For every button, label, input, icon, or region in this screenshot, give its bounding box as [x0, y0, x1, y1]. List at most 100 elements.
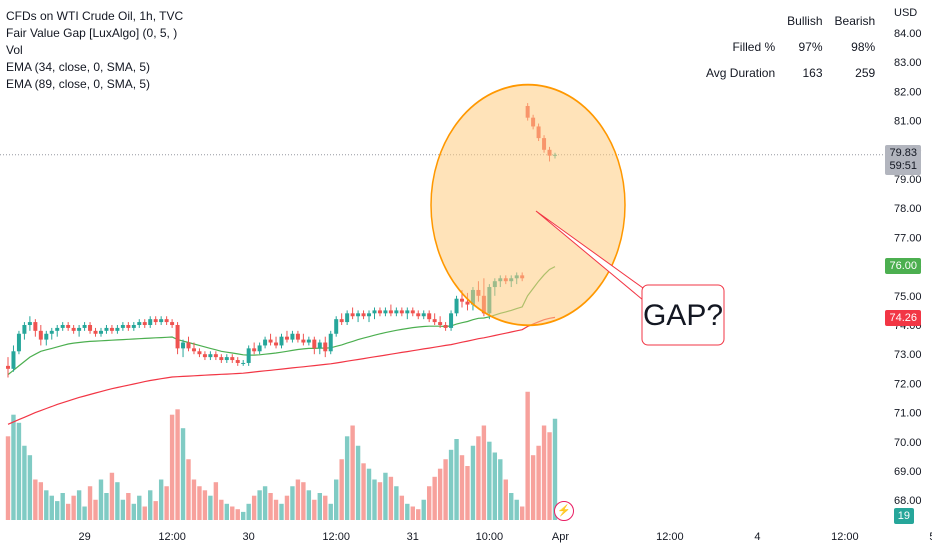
candle-body	[27, 322, 32, 325]
volume-bar	[394, 486, 399, 520]
volume-bar	[492, 452, 498, 520]
candle-body	[109, 327, 114, 331]
candle-body	[328, 333, 333, 352]
candle-body	[88, 325, 93, 331]
volume-bar	[498, 459, 503, 520]
price-tick-label: 69.00	[894, 466, 922, 478]
candle-body	[115, 327, 120, 331]
volume-bar	[137, 495, 142, 520]
candle-body	[306, 339, 311, 343]
volume-bar	[55, 501, 60, 520]
volume-bar	[71, 495, 76, 520]
volume-bar	[317, 493, 322, 520]
price-tick-label: 83.00	[894, 57, 922, 69]
ema89-price-tag: 74.26	[885, 310, 921, 326]
volume-bar	[426, 486, 432, 520]
volume-bar	[186, 459, 191, 520]
candle-body	[350, 313, 355, 317]
indicator-vol[interactable]: Vol	[6, 43, 23, 57]
lightning-icon[interactable]: ⚡	[554, 501, 574, 521]
candle-body	[421, 313, 426, 317]
current-price-value: 79.83	[889, 147, 917, 159]
price-tick-label: 75.00	[894, 291, 922, 303]
stats-filled-bullish: 97%	[798, 40, 823, 54]
stats-header-bullish: Bullish	[787, 14, 823, 28]
volume-bar	[350, 425, 355, 520]
volume-bar	[487, 441, 492, 520]
candle-body	[312, 339, 317, 349]
volume-bar	[399, 495, 405, 520]
volume-bar	[503, 479, 508, 520]
candle-body	[60, 325, 65, 328]
volume-bar	[33, 479, 38, 520]
volume-bar	[257, 490, 262, 520]
indicator-ema34[interactable]: EMA (34, close, 0, SMA, 5)	[6, 60, 151, 74]
volume-bar	[120, 499, 126, 520]
candle-body	[120, 325, 125, 328]
candle-body	[246, 348, 251, 363]
candle-body	[410, 310, 415, 314]
volume-bar	[131, 503, 137, 520]
candle-body	[252, 348, 257, 352]
candle-body	[170, 322, 175, 325]
price-tick-label: 82.00	[894, 86, 922, 98]
volume-bar	[5, 436, 11, 520]
callout-box	[641, 284, 725, 346]
indicator-ema89[interactable]: EMA (89, close, 0, SMA, 5)	[6, 77, 151, 91]
volume-bar	[175, 409, 180, 520]
candle-body	[93, 330, 98, 334]
volume-bar	[448, 449, 454, 520]
price-tick-label: 81.00	[894, 116, 922, 128]
volume-bar	[262, 486, 268, 520]
volume-bar	[202, 490, 208, 520]
volume-bar	[366, 468, 372, 520]
candle-body	[186, 342, 191, 349]
volume-bar	[437, 468, 443, 520]
candle-body	[317, 342, 322, 349]
volume-bar	[334, 479, 339, 520]
candle-body	[449, 313, 454, 328]
candle-body	[38, 330, 43, 340]
volume-bar	[519, 506, 525, 520]
candle-body	[432, 319, 437, 323]
time-tick-label: 30	[243, 531, 255, 543]
candle-body	[257, 345, 262, 352]
candle-body	[22, 325, 27, 334]
candle-body	[55, 327, 60, 331]
volume-bar	[361, 463, 366, 520]
candle-body	[295, 333, 300, 340]
candle-body	[323, 342, 328, 352]
volume-bar	[547, 432, 552, 520]
price-tick-label: 68.00	[894, 495, 922, 507]
volume-bar	[459, 455, 465, 520]
candle-body	[191, 348, 196, 352]
symbol-title[interactable]: CFDs on WTI Crude Oil, 1h, TVC	[6, 9, 184, 23]
candle-body	[175, 325, 180, 349]
candle-body	[230, 357, 235, 361]
volume-bar	[87, 486, 93, 520]
volume-bar	[355, 445, 361, 520]
volume-bar	[104, 493, 109, 520]
candle-body	[208, 354, 213, 358]
volume-bar	[241, 511, 246, 520]
callout-text: GAP?	[643, 299, 723, 332]
volume-bar	[273, 499, 279, 520]
ema-34-line	[7, 266, 556, 376]
volume-bar	[388, 476, 394, 520]
candle-body	[197, 351, 202, 355]
candle-body	[438, 322, 443, 325]
candle-body	[460, 298, 465, 302]
candle-body	[213, 354, 218, 358]
candle-body	[399, 310, 404, 314]
candle-body	[49, 330, 54, 334]
price-tick-label: 79.00	[894, 174, 922, 186]
candle-body	[6, 365, 10, 369]
volume-bar	[339, 459, 344, 520]
volume-bar	[82, 506, 87, 520]
indicator-fvg[interactable]: Fair Value Gap [LuxAlgo] (0, 5, )	[6, 26, 178, 40]
volume-bar	[530, 455, 536, 520]
volume-bar	[49, 495, 54, 520]
candle-body	[33, 322, 38, 331]
volume-bar	[454, 439, 459, 520]
